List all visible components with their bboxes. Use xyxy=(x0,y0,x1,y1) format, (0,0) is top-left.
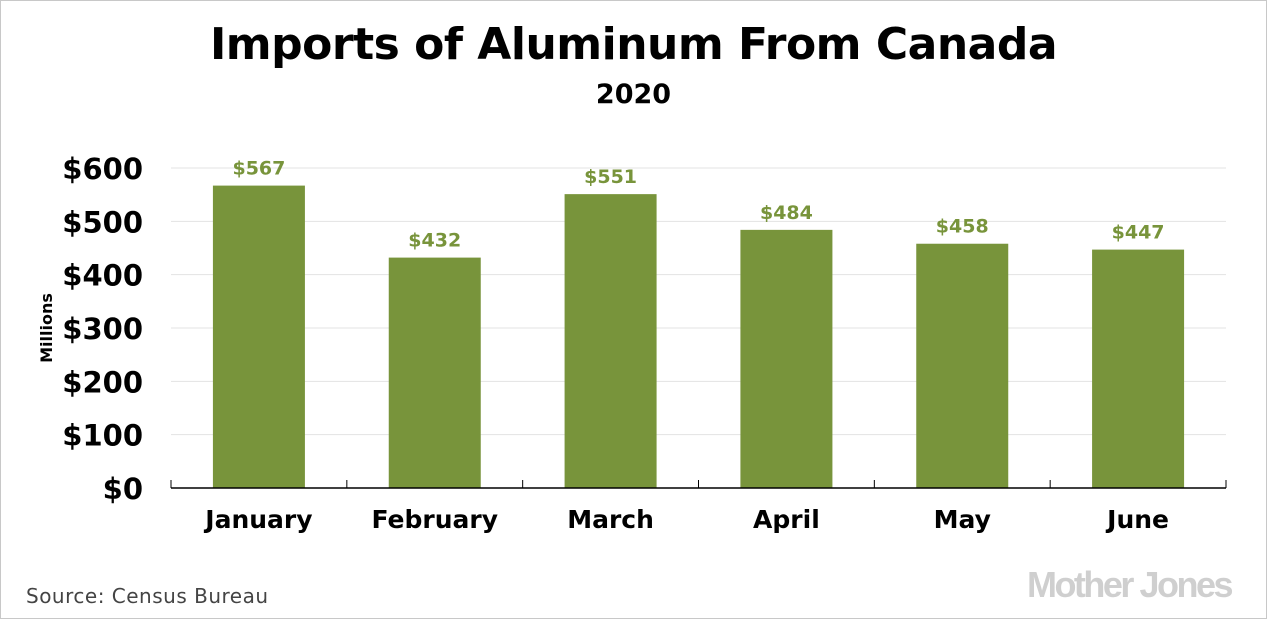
chart-title: Imports of Aluminum From Canada xyxy=(209,19,1058,70)
data-label: $432 xyxy=(408,230,461,252)
x-tick-label: January xyxy=(203,505,312,534)
x-tick-label: June xyxy=(1105,505,1169,534)
y-tick-label: $300 xyxy=(62,312,143,346)
x-tick-label: May xyxy=(934,505,991,534)
bar-january xyxy=(212,185,305,488)
bar-april xyxy=(740,229,833,488)
x-tick-label: February xyxy=(371,505,498,534)
data-label: $567 xyxy=(232,158,285,180)
y-tick-label: $0 xyxy=(103,472,143,506)
data-label: $484 xyxy=(760,202,813,224)
bar-june xyxy=(1092,249,1185,488)
y-tick-label: $400 xyxy=(62,259,143,293)
chart-subtitle: 2020 xyxy=(595,79,672,110)
bar-chart: $0 $100 $200 $300 $400 $500 $600 Millions $567 Ja… xyxy=(37,152,1227,534)
bar-february xyxy=(388,257,481,488)
x-tick-label: April xyxy=(753,505,820,534)
mother-jones-logo: Mother Jones xyxy=(1026,564,1234,605)
data-label: $447 xyxy=(1112,222,1165,244)
y-tick-label: $100 xyxy=(62,419,143,453)
y-tick-label: $200 xyxy=(62,365,143,399)
data-label: $458 xyxy=(936,216,989,238)
x-tick-label: March xyxy=(567,505,654,534)
bar-may xyxy=(916,243,1009,488)
y-axis-label: Millions xyxy=(37,293,56,363)
bar-march xyxy=(564,194,657,488)
y-tick-label: $500 xyxy=(62,205,143,239)
data-label: $551 xyxy=(584,166,637,188)
y-tick-label: $600 xyxy=(62,152,143,186)
source-note: Source: Census Bureau xyxy=(26,584,269,608)
